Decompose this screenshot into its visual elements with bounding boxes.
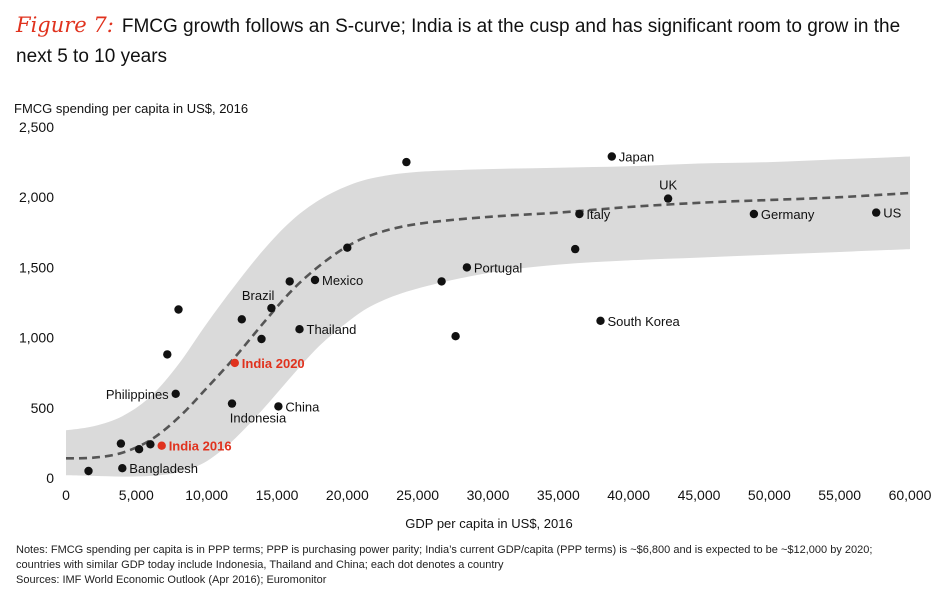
x-tick-label: 25,000 [396,487,439,503]
trend-band [66,156,910,477]
x-tick-label: 10,000 [185,487,228,503]
data-point [571,244,580,254]
x-tick-label: 30,000 [467,487,510,503]
point-label: Indonesia [230,411,287,426]
x-tick-label: 55,000 [818,487,861,503]
point-label: Mexico [322,273,363,288]
point-label: UK [659,178,677,193]
x-tick-label: 0 [62,487,70,503]
data-point [134,445,144,454]
point-label: South Korea [608,314,681,329]
india-point [230,358,239,368]
data-point [257,334,266,344]
x-tick-label: 20,000 [326,487,369,503]
y-tick-label: 500 [31,400,55,416]
notes-line-2: countries with similar GDP today include… [16,559,504,571]
point-label: Bangladesh [129,461,198,476]
data-points: Bangladesh India 2016 Philippines Indonesia… [84,150,902,476]
data-point [227,399,237,408]
point-label: China [285,399,320,414]
x-tick-label: 15,000 [256,487,299,503]
x-tick-label: 45,000 [678,487,721,503]
figure-title-text: FMCG growth follows an S-curve; India is… [16,16,901,67]
x-tick-label: 60,000 [889,487,932,503]
y-axis-title: FMCG spending per capita in US$, 2016 [14,101,248,116]
x-tick-label: 50,000 [748,487,791,503]
data-point [274,402,283,411]
data-point [237,315,246,324]
data-point [872,208,881,217]
notes: Notes: FMCG spending per capita is in PP… [16,543,941,588]
y-tick-label: 1,000 [19,330,54,346]
point-label: Portugal [474,260,523,275]
point-label: Germany [761,207,815,222]
data-point [402,157,411,167]
x-tick-label: 40,000 [607,487,650,503]
point-label: India 2020 [242,356,305,371]
data-point [596,316,605,325]
figure-label: Figure 7: [16,13,114,37]
point-label: Italy [586,207,610,222]
sources: Sources: IMF World Economic Outlook (Apr… [16,574,327,586]
point-label: Thailand [307,322,357,337]
point-label: India 2016 [169,439,232,454]
data-point [171,389,180,398]
data-point [749,209,759,219]
x-tick-label: 5,000 [119,487,154,503]
point-label: US [883,206,901,221]
data-point [462,263,472,272]
data-point [267,303,276,313]
x-axis-ticks: 0 5,000 10,000 15,000 20,000 25,000 30,000 35,0… [62,487,932,503]
data-point [118,464,127,473]
data-point [451,332,460,341]
y-tick-label: 0 [46,470,54,486]
point-label: Brazil [242,288,275,303]
point-label: Japan [619,150,654,165]
india-point [157,441,166,450]
data-point [116,439,126,448]
data-point [146,440,155,449]
y-tick-label: 2,500 [19,119,54,135]
point-label: Philippines [106,387,169,402]
figure-title: Figure 7: FMCG growth follows an S-curve;… [16,10,941,72]
trend-curve [65,191,911,460]
data-point [285,277,294,286]
notes-line-1: Notes: FMCG spending per capita is in PP… [16,544,873,556]
data-point [84,466,93,476]
y-tick-label: 1,500 [19,259,54,275]
x-axis-title: GDP per capita in US$, 2016 [405,516,572,531]
data-point [663,194,673,203]
y-axis-ticks: 0 500 1,000 1,500 2,000 2,500 [19,119,54,486]
data-point [174,305,183,314]
data-point [310,275,320,285]
data-point [295,325,304,334]
data-point [575,209,584,219]
x-tick-label: 35,000 [537,487,580,503]
data-point [437,277,446,286]
data-point [607,152,616,161]
data-point [163,350,172,359]
y-tick-label: 2,000 [19,189,54,205]
data-point [343,243,352,252]
